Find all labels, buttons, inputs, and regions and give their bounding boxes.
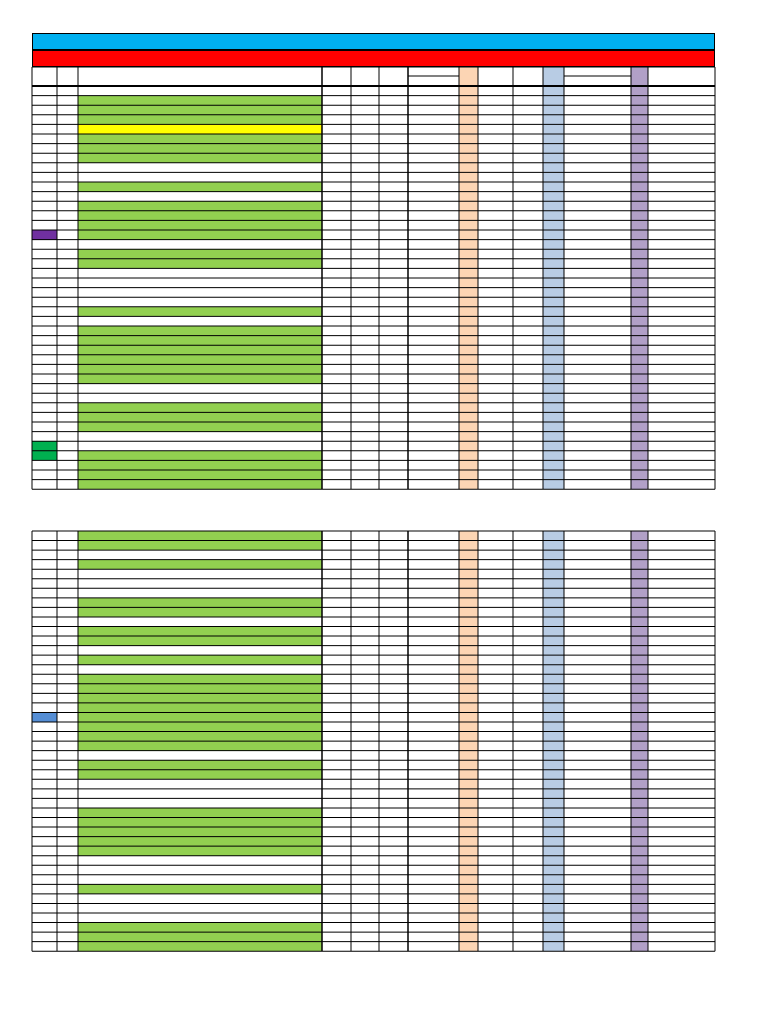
table-bottom-description-cell (78, 702, 322, 713)
table-bottom-description-cell (78, 741, 322, 751)
table-top-description-cell (78, 479, 322, 490)
table-bottom-description-cell (78, 731, 322, 742)
table-top-description-cell (78, 402, 322, 413)
table-top-description-cell (78, 105, 322, 115)
table-bottom-description-cell (78, 922, 322, 933)
table-top-description-cell (78, 220, 322, 230)
table-top-description-cell (78, 326, 322, 336)
table-bottom-description-cell (78, 807, 322, 818)
title-bar (32, 33, 715, 50)
table-bottom-description-cell (78, 788, 322, 799)
table-bottom-description-cell (78, 664, 322, 675)
table-top-description-cell (78, 268, 322, 278)
table-bottom-description-cell (78, 693, 322, 703)
table-top-description-cell (78, 239, 322, 250)
table-bottom-description-cell (78, 540, 322, 551)
table-top-description-cell (78, 210, 322, 221)
table-bottom-description-cell (78, 559, 322, 570)
table-bottom-description-cell (78, 655, 322, 665)
table-top-row-tag (32, 450, 57, 461)
table-top-description-cell (78, 412, 322, 422)
table-bottom-description-cell (78, 626, 322, 637)
table-top-description-cell (78, 153, 322, 163)
table-bottom-description-cell (78, 550, 322, 560)
table-bottom-row-tag (32, 712, 57, 722)
table-bottom-description-cell (78, 683, 322, 694)
table-top-row-tag (32, 441, 57, 451)
table-bottom-description-cell (78, 722, 322, 732)
table-bottom-description-cell (78, 827, 322, 837)
table-bottom-description-cell (78, 855, 322, 866)
table-top-description-cell (78, 143, 322, 154)
table-top-description-cell (78, 374, 322, 384)
table-bottom-description-cell (78, 674, 322, 684)
table-top-description-cell (78, 450, 322, 461)
table-top-description-cell (78, 393, 322, 403)
table-top-description-cell (78, 182, 322, 192)
table-bottom-description-cell (78, 607, 322, 617)
table-bottom-description-cell (78, 636, 322, 646)
table-bottom-description-cell (78, 712, 322, 722)
table-top-description-cell (78, 306, 322, 317)
table-bottom-description-cell (78, 779, 322, 789)
table-top-description-cell (78, 230, 322, 240)
table-top-description-cell (78, 249, 322, 259)
table-bottom-description-cell (78, 588, 322, 598)
table-top-description-cell (78, 278, 322, 288)
table-bottom-description-cell (78, 874, 322, 885)
table-bottom-description-cell (78, 941, 322, 952)
table-bottom-description-cell (78, 932, 322, 942)
table-bottom-description-cell (78, 846, 322, 856)
table-bottom-description-cell (78, 884, 322, 894)
table-bottom-description-cell (78, 836, 322, 847)
table-bottom-description-cell (78, 616, 322, 627)
table-bottom-description-cell (78, 750, 322, 761)
table-top-description-cell (78, 316, 322, 326)
table-top-description-cell (78, 297, 322, 307)
table-top-description-cell (78, 364, 322, 374)
table-top-description-cell (78, 335, 322, 346)
table-top-description-cell (78, 431, 322, 442)
table-bottom-description-cell (78, 865, 322, 875)
table-top-description-cell (78, 114, 322, 125)
table-bottom-description-cell (78, 893, 322, 904)
table-bottom-description-cell (78, 798, 322, 808)
table-bottom-description-cell (78, 817, 322, 828)
table-top-description-cell (78, 441, 322, 451)
table-top-description-cell (78, 258, 322, 269)
table-top-description-cell (78, 191, 322, 202)
table-top-description-cell (78, 470, 322, 480)
table-top-description-cell (78, 345, 322, 355)
table-top-description-cell (78, 134, 322, 144)
table-top-description-cell (78, 383, 322, 394)
table-top-description-cell (78, 95, 322, 106)
table-top-description-cell (78, 201, 322, 211)
table-top-row-tag (32, 230, 57, 240)
table-bottom-description-cell (78, 531, 322, 541)
table-bottom-description-cell (78, 913, 322, 923)
table-bottom-description-cell (78, 569, 322, 579)
table-bottom-description-cell (78, 903, 322, 913)
table-bottom-description-cell (78, 597, 322, 608)
table-top-description-cell (78, 422, 322, 432)
table-top-description-cell (78, 162, 322, 173)
table-bottom-description-cell (78, 578, 322, 589)
table-bottom-description-cell (78, 760, 322, 770)
table-top-description-cell (78, 124, 322, 134)
table-top-description-cell (78, 287, 322, 298)
table-bottom-description-cell (78, 769, 322, 780)
table-top-description-cell (78, 172, 322, 182)
table-bottom-description-cell (78, 645, 322, 656)
table-top-description-cell (78, 354, 322, 365)
table-top-description-cell (78, 460, 322, 470)
